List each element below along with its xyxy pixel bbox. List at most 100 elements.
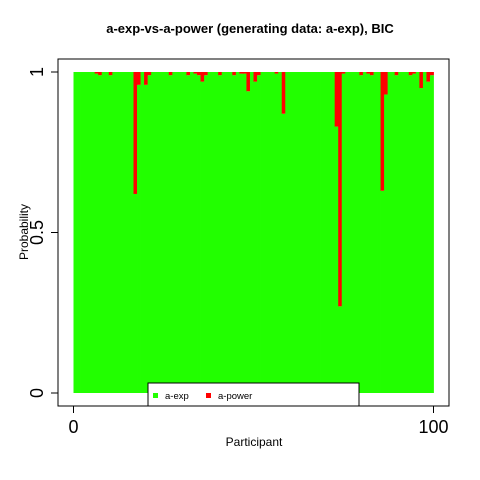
bar-a-exp-34 (189, 72, 194, 393)
bar-a-exp-9 (101, 72, 106, 393)
bar-a-exp-91 (391, 72, 396, 393)
bar-a-power-99 (419, 72, 424, 89)
bar-a-exp-79 (348, 72, 353, 393)
legend-label-a-power: a-power (218, 391, 252, 402)
bar-a-exp-43 (221, 72, 226, 393)
bar-a-exp-80 (352, 72, 357, 393)
bar-a-exp-68 (309, 72, 314, 393)
bar-a-exp-62 (288, 72, 293, 393)
bar-a-exp-53 (257, 75, 261, 394)
bar-a-exp-27 (165, 72, 170, 393)
bar-a-exp-51 (249, 72, 254, 393)
bar-a-power-53 (257, 72, 261, 76)
bar-a-exp-97 (412, 73, 417, 394)
bar-a-exp-13 (115, 72, 120, 393)
bar-a-exp-92 (394, 75, 399, 394)
bar-a-exp-90 (387, 72, 392, 393)
bar-a-exp-4 (84, 72, 89, 393)
bar-a-exp-59 (278, 72, 283, 393)
bar-a-exp-35 (193, 73, 198, 394)
bar-a-exp-14 (119, 72, 124, 393)
bar-a-exp-66 (302, 72, 307, 393)
bar-a-power-89 (384, 72, 389, 95)
bar-a-exp-72 (324, 72, 329, 393)
bar-a-exp-26 (161, 72, 166, 393)
bar-a-power-75 (334, 72, 339, 127)
bar-a-exp-45 (228, 72, 233, 393)
bar-a-exp-81 (355, 72, 360, 393)
bar-a-exp-85 (369, 75, 374, 394)
bar-a-exp-89 (384, 94, 389, 393)
bar-a-exp-41 (214, 72, 219, 393)
y-tick-label: 0.5 (27, 220, 47, 245)
bar-a-power-35 (193, 72, 198, 74)
bar-a-exp-22 (147, 75, 152, 394)
bar-a-exp-47 (235, 72, 240, 393)
bar-a-exp-98 (415, 72, 420, 393)
bar-a-power-33 (186, 72, 191, 76)
bar-a-exp-5 (87, 72, 92, 393)
bar-a-power-92 (394, 72, 399, 76)
bar-a-exp-88 (380, 190, 385, 393)
bar-a-exp-57 (271, 72, 276, 393)
bar-a-power-18 (133, 72, 138, 194)
bar-a-exp-31 (179, 72, 184, 393)
bar-a-exp-39 (207, 72, 212, 393)
bar-a-exp-23 (151, 72, 156, 393)
bar-a-exp-17 (129, 72, 134, 393)
bar-a-exp-94 (401, 72, 406, 393)
bar-a-exp-56 (267, 72, 272, 393)
y-axis-title: Probability (17, 204, 31, 260)
bar-a-exp-32 (182, 72, 187, 393)
bar-a-exp-96 (408, 75, 413, 394)
bar-a-power-76 (338, 72, 343, 307)
bar-a-power-8 (98, 72, 103, 76)
bar-a-power-101 (426, 72, 431, 82)
bar-a-exp-82 (359, 75, 364, 394)
bar-a-exp-86 (373, 72, 378, 393)
bar-a-exp-49 (242, 73, 247, 394)
y-axis: 00.51 (27, 67, 59, 398)
bar-a-power-11 (108, 72, 113, 76)
x-axis-title: Participant (226, 435, 283, 449)
bar-a-power-85 (369, 72, 374, 76)
bar-a-exp-75 (334, 126, 339, 393)
bar-a-exp-40 (211, 72, 216, 393)
bar-a-exp-37 (200, 81, 205, 393)
chart-title: a-exp-vs-a-power (generating data: a-exp… (106, 21, 394, 36)
bar-a-exp-18 (133, 193, 138, 393)
bar-a-exp-76 (338, 306, 343, 393)
bar-a-exp-55 (264, 72, 269, 393)
bar-a-power-49 (242, 72, 247, 74)
legend: a-exp a-power (147, 382, 360, 407)
bar-a-exp-2 (77, 72, 81, 393)
bar-a-exp-3 (80, 72, 85, 393)
y-tick-label: 0 (27, 388, 47, 398)
bar-a-exp-64 (295, 72, 300, 393)
bar-a-power-82 (359, 72, 364, 76)
legend-box (147, 382, 360, 407)
bar-a-exp-83 (362, 72, 367, 393)
bar-a-exp-101 (426, 81, 431, 393)
bar-a-power-96 (408, 72, 413, 76)
bar-a-exp-78 (345, 72, 350, 393)
bar-a-exp-95 (405, 72, 410, 393)
y-tick-label: 1 (27, 67, 47, 77)
bar-a-power-19 (137, 72, 141, 85)
bar-a-exp-48 (239, 73, 244, 394)
legend-label-a-exp: a-exp (165, 391, 189, 402)
bar-a-exp-15 (122, 72, 127, 393)
bar-a-power-37 (200, 72, 205, 82)
bar-a-power-84 (366, 72, 371, 74)
bar-a-exp-24 (154, 72, 159, 393)
x-tick-label: 0 (68, 417, 78, 437)
bar-a-exp-42 (218, 75, 223, 394)
bar-a-power-58 (274, 72, 279, 74)
bar-a-exp-102 (429, 75, 434, 394)
bar-a-exp-1 (73, 72, 78, 393)
bar-a-exp-33 (186, 75, 191, 394)
bar-a-exp-8 (98, 75, 103, 394)
bar-a-exp-20 (140, 72, 145, 393)
bar-a-exp-71 (320, 72, 325, 393)
